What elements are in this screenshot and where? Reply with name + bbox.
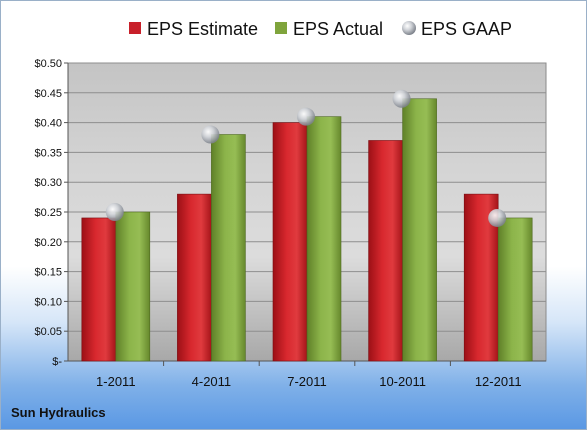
eps-estimate-bar [177,193,212,362]
eps-gaap-marker [105,203,124,221]
eps-gaap-marker [201,125,220,144]
eps-estimate-bar [272,122,308,362]
x-category-label: 12-2011 [475,374,522,389]
y-tick-label: $0.15 [34,267,62,279]
x-category-label: 7-2011 [287,374,327,389]
y-tick-label: $0.10 [34,296,62,308]
legend-eps-gaap-swatch [402,21,416,35]
legend-eps-gaap-label: EPS GAAP [421,19,512,39]
eps-actual-bar [402,98,437,362]
y-tick-label: $0.05 [34,326,62,338]
y-tick-label: $- [52,356,62,368]
eps-actual-bar [115,211,151,362]
legend-eps-estimate-label: EPS Estimate [147,19,258,39]
eps-gaap-marker [488,208,507,227]
eps-gaap-marker [392,89,411,108]
y-tick-label: $0.35 [34,147,62,159]
company-label: Sun Hydraulics [11,405,106,420]
x-category-label: 4-2011 [192,374,232,389]
y-tick-label: $0.45 [34,88,62,100]
y-tick-label: $0.25 [34,207,62,219]
y-tick-label: $0.30 [34,177,62,189]
eps-estimate-bar [368,140,403,362]
y-tick-label: $0.50 [34,58,62,70]
y-tick-label: $0.40 [34,118,62,130]
x-category-label: 1-2011 [96,374,136,389]
eps-actual-bar [497,217,533,362]
y-tick-label: $0.20 [34,237,62,249]
eps-gaap-marker [297,107,315,126]
eps-actual-bar [211,134,246,362]
eps-actual-bar [306,116,342,362]
eps-estimate-bar [81,217,117,362]
legend-eps-actual-label: EPS Actual [293,19,383,39]
legend-eps-estimate-swatch [129,22,141,34]
legend-eps-actual-swatch [275,22,287,34]
x-category-label: 10-2011 [379,374,426,389]
